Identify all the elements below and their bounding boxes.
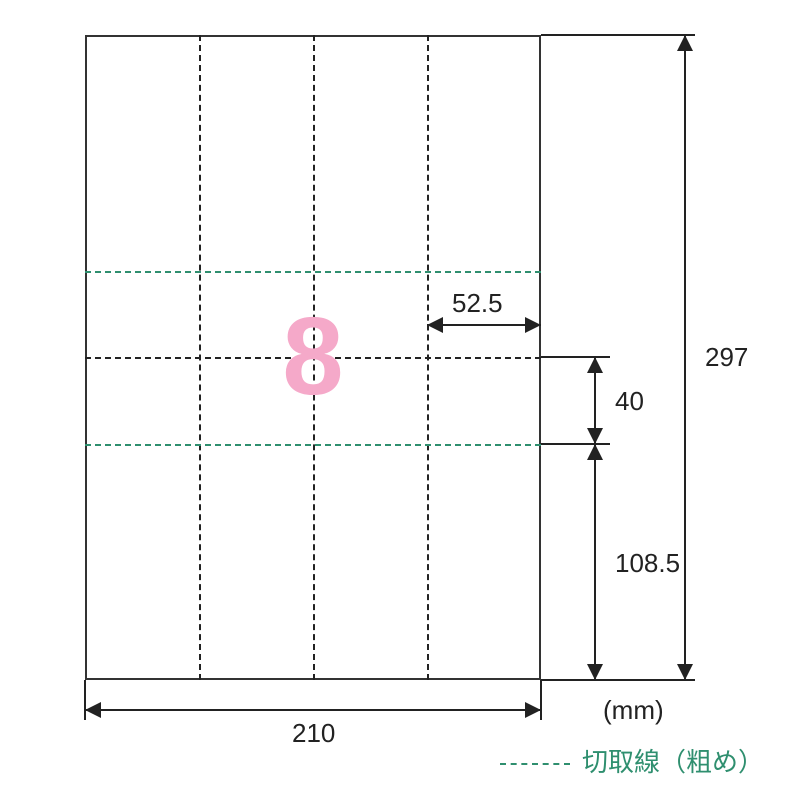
panel-count-mark: 8 — [282, 302, 343, 412]
legend-dash-icon — [500, 763, 570, 765]
legend-text: 切取線（粗め） — [582, 747, 764, 777]
cut-line-horizontal-green — [85, 271, 541, 273]
legend: 切取線（粗め） — [500, 742, 764, 779]
dim-column-width: 52.5 — [452, 288, 503, 319]
diagram-stage: 8 52.5 297 40 1 — [0, 0, 800, 800]
dim-unit: (mm) — [603, 695, 664, 726]
dim-height: 297 — [705, 342, 748, 373]
dim-gap: 40 — [615, 386, 644, 417]
dim-width: 210 — [292, 718, 335, 749]
cut-line-horizontal-green — [85, 444, 541, 446]
dim-bottom-height: 108.5 — [615, 548, 680, 579]
